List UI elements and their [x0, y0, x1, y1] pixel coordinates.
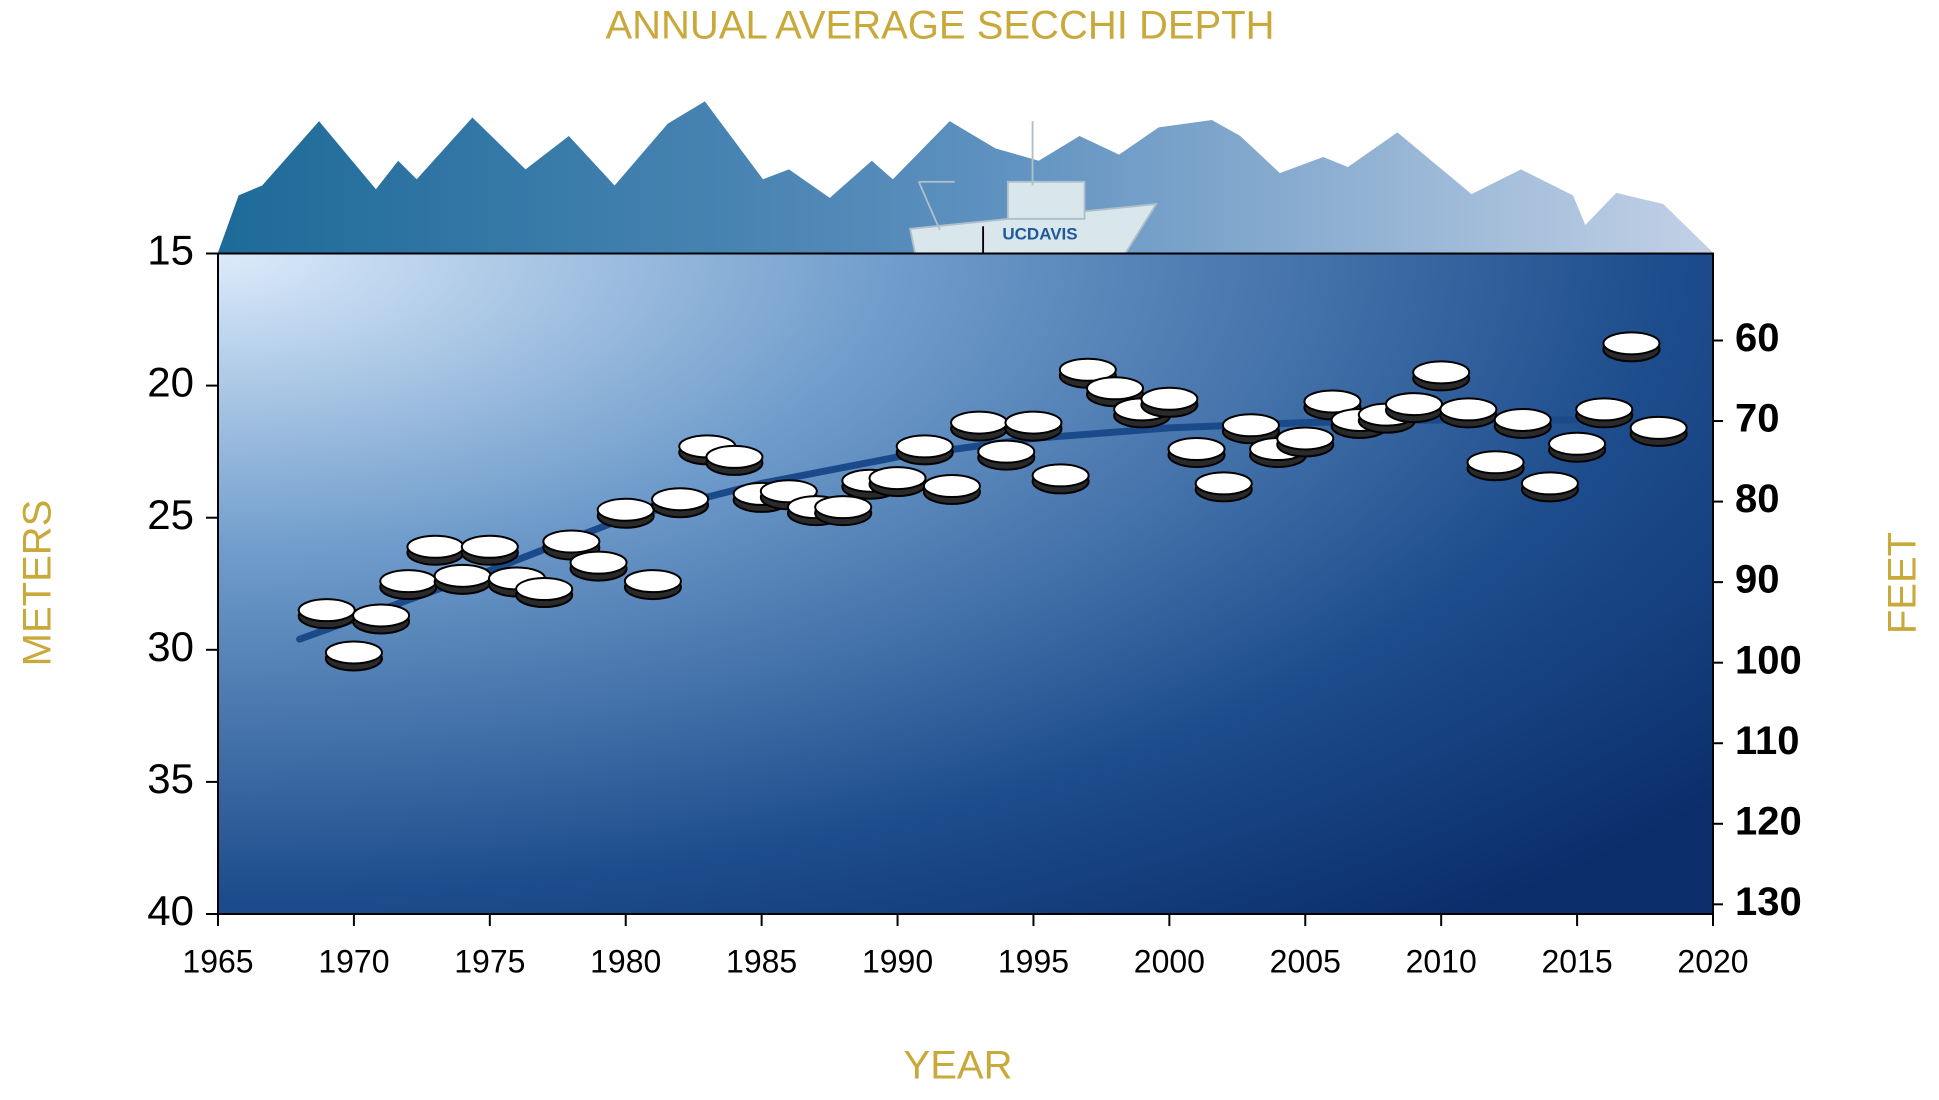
y2-tick-label: 110 — [1735, 719, 1800, 763]
data-point — [895, 434, 954, 459]
y2-axis-label: FEET — [1881, 532, 1925, 634]
x-tick-label: 2005 — [1270, 943, 1341, 979]
data-point — [1575, 397, 1634, 422]
y-tick-label: 30 — [147, 623, 194, 670]
data-point — [1412, 360, 1471, 385]
y-axis-label: METERS — [16, 500, 60, 667]
boat-label: UCDAVIS — [1002, 224, 1077, 243]
y2-tick-label: 80 — [1735, 477, 1780, 521]
data-point — [352, 603, 411, 628]
data-point — [1276, 426, 1335, 451]
x-tick-label: 1985 — [726, 943, 797, 979]
y2-tick-label: 120 — [1735, 799, 1802, 843]
x-tick-label: 2010 — [1406, 943, 1477, 979]
data-point — [1303, 389, 1362, 414]
y-tick-label: 20 — [147, 359, 194, 406]
data-point — [1058, 357, 1117, 382]
data-point — [460, 534, 519, 559]
data-point — [1140, 386, 1199, 411]
y2-tick-label: 100 — [1735, 638, 1802, 682]
x-tick-label: 1965 — [182, 943, 253, 979]
data-point — [977, 439, 1036, 464]
data-point — [1602, 331, 1661, 356]
y2-tick-label: 90 — [1735, 558, 1780, 602]
x-tick-label: 2015 — [1541, 943, 1612, 979]
data-point — [868, 466, 927, 491]
data-point — [1194, 471, 1253, 496]
data-point — [1385, 392, 1443, 417]
data-point — [814, 495, 873, 520]
data-point — [542, 529, 601, 554]
y-tick-label: 15 — [147, 227, 194, 274]
data-point — [324, 640, 383, 665]
data-point — [596, 497, 655, 522]
data-point — [1439, 397, 1498, 422]
data-point — [1493, 407, 1552, 432]
data-point — [1167, 437, 1226, 462]
x-tick-label: 2000 — [1134, 943, 1205, 979]
chart-title: ANNUAL AVERAGE SECCHI DEPTH — [605, 4, 1274, 48]
y-tick-label: 35 — [147, 755, 194, 802]
x-tick-label: 1970 — [318, 943, 389, 979]
data-point — [950, 410, 1009, 435]
y2-tick-label: 70 — [1735, 397, 1780, 441]
data-point — [406, 534, 465, 559]
data-point — [1031, 463, 1090, 488]
x-tick-label: 1975 — [454, 943, 525, 979]
data-point — [1004, 410, 1063, 435]
data-point — [705, 444, 764, 469]
data-point — [1086, 376, 1144, 401]
data-point — [297, 598, 356, 623]
y2-tick-label: 60 — [1735, 316, 1780, 360]
data-point — [1629, 415, 1688, 440]
y-tick-label: 40 — [147, 887, 194, 934]
x-axis-label: YEAR — [904, 1044, 1013, 1088]
y-tick-label: 25 — [147, 491, 194, 538]
data-point — [1520, 471, 1579, 496]
data-point — [379, 569, 438, 594]
data-point — [515, 577, 574, 602]
data-point — [623, 569, 682, 594]
x-tick-label: 1980 — [590, 943, 661, 979]
x-tick-label: 2020 — [1677, 943, 1748, 979]
data-point — [651, 487, 710, 512]
x-tick-label: 1990 — [862, 943, 933, 979]
data-point — [922, 473, 981, 498]
y2-tick-label: 130 — [1735, 880, 1802, 924]
data-point — [1548, 431, 1607, 456]
data-point — [569, 550, 628, 575]
data-point — [1466, 450, 1525, 475]
x-tick-label: 1995 — [998, 943, 1069, 979]
data-point — [433, 563, 492, 588]
decoration — [217, 101, 1713, 255]
data-point — [1221, 413, 1280, 438]
